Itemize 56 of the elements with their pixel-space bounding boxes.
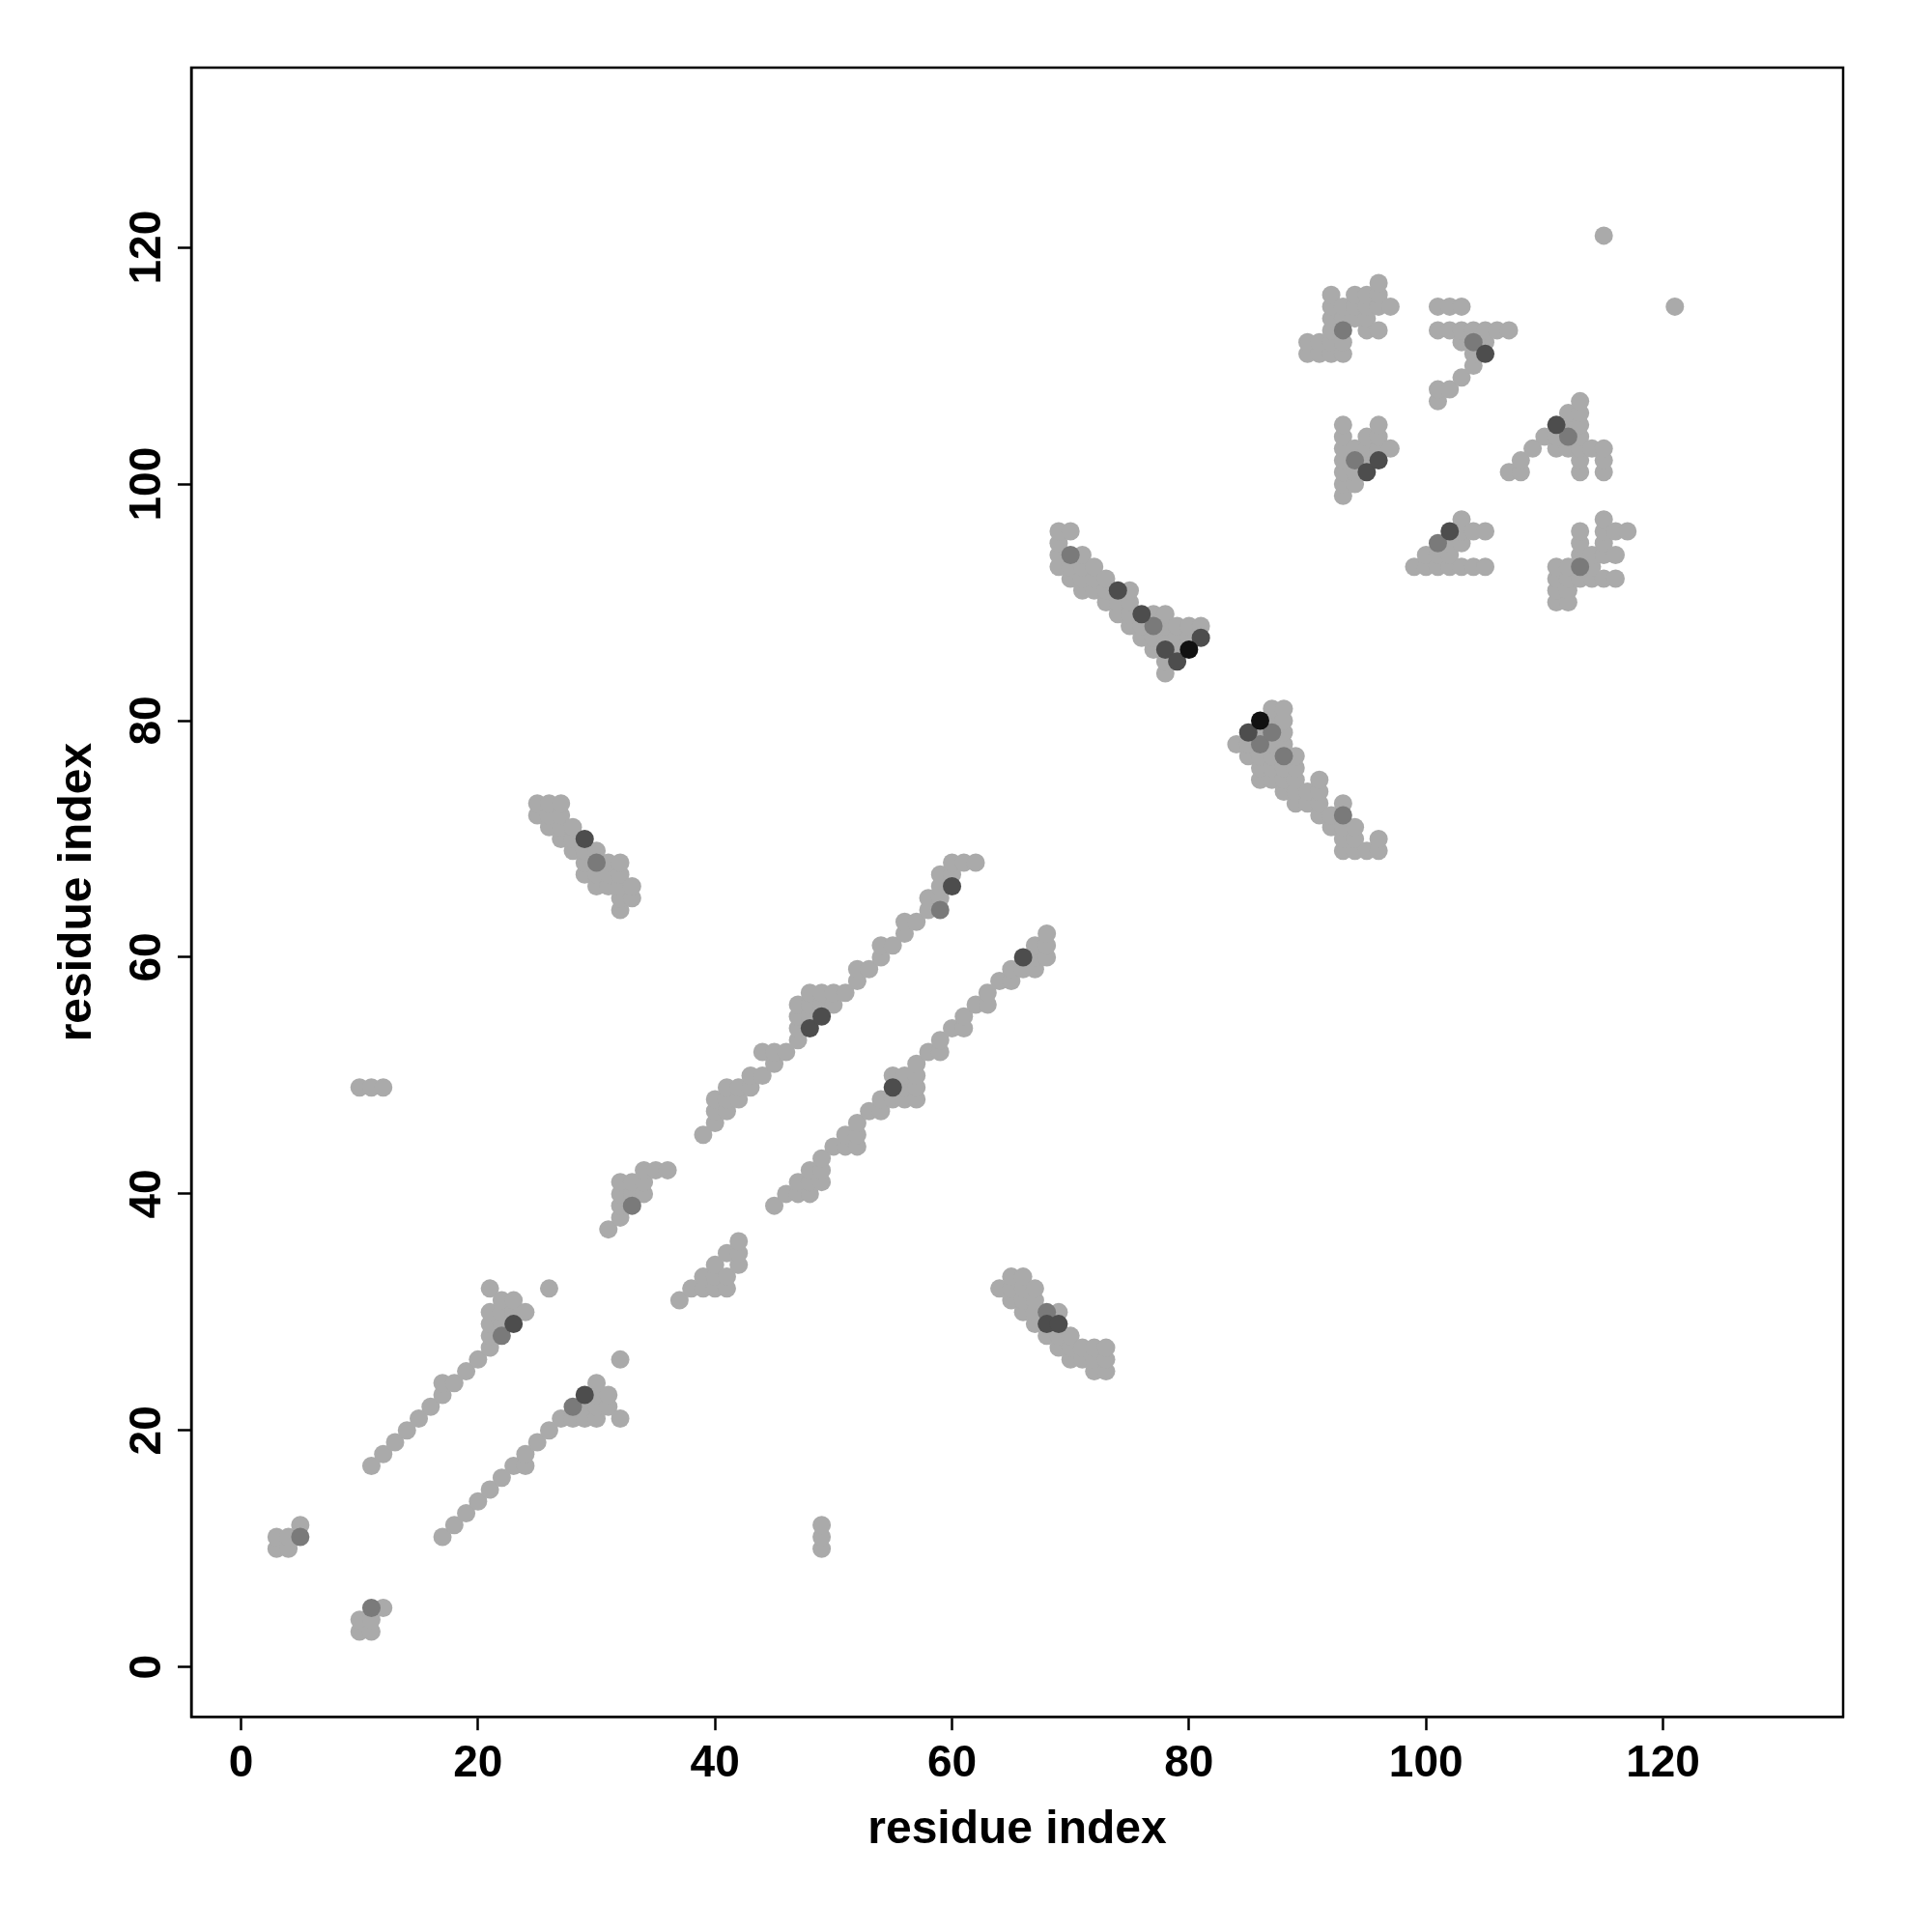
point [563, 1397, 582, 1416]
point [1333, 321, 1352, 340]
y-tick-label: 120 [119, 210, 170, 285]
x-tick-label: 80 [1164, 1736, 1214, 1787]
point [492, 1326, 511, 1346]
point [1463, 332, 1483, 352]
point [1013, 948, 1033, 967]
y-tick-label: 0 [119, 1654, 170, 1680]
point [1132, 605, 1151, 624]
point [361, 1599, 381, 1618]
point [587, 853, 607, 872]
point [1369, 451, 1388, 470]
x-tick-label: 0 [228, 1736, 254, 1787]
point [812, 1007, 832, 1026]
point [930, 900, 950, 920]
point [1571, 557, 1590, 577]
point [1250, 711, 1269, 730]
y-tick-label: 60 [119, 932, 170, 982]
point [1250, 735, 1269, 754]
point [1179, 640, 1199, 660]
point [1238, 723, 1258, 742]
point [1274, 747, 1293, 766]
point [1346, 451, 1365, 470]
point [1061, 546, 1080, 565]
point [1547, 415, 1566, 435]
x-tick-label: 20 [453, 1736, 503, 1787]
point [504, 1315, 524, 1334]
y-tick-label: 40 [119, 1169, 170, 1219]
point [1428, 533, 1447, 553]
point [1357, 463, 1377, 482]
x-tick-label: 40 [690, 1736, 740, 1787]
point [1191, 628, 1210, 647]
y-axis-title: residue index [49, 742, 101, 1042]
point [622, 1196, 641, 1215]
point [883, 1078, 902, 1097]
point [1263, 723, 1282, 742]
x-axis-title: residue index [867, 1802, 1168, 1854]
point [575, 1385, 594, 1405]
point [1333, 806, 1352, 825]
point [1168, 652, 1187, 671]
point [943, 876, 962, 895]
point [1155, 640, 1175, 660]
y-tick-label: 20 [119, 1406, 170, 1456]
point [575, 829, 594, 848]
point [291, 1527, 310, 1547]
x-tick-label: 120 [1626, 1736, 1700, 1787]
point [800, 1018, 819, 1037]
point [1440, 522, 1460, 541]
point [1476, 344, 1495, 363]
y-tick-label: 100 [119, 446, 170, 522]
point [1558, 427, 1577, 446]
x-tick-label: 100 [1388, 1736, 1463, 1787]
y-tick-label: 80 [119, 696, 170, 746]
point [1108, 581, 1127, 600]
x-tick-label: 60 [926, 1736, 978, 1787]
point [1144, 616, 1163, 636]
